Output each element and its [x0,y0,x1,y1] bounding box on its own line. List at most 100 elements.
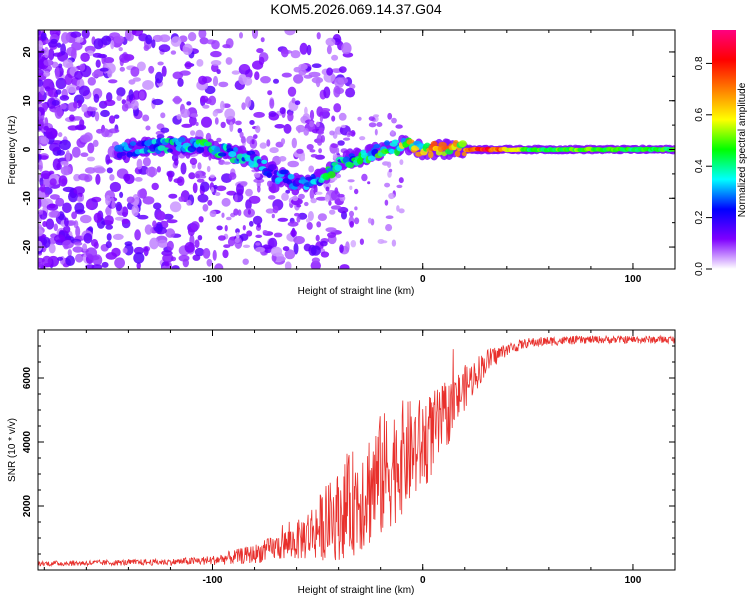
spectral-cell [212,249,217,261]
spectral-cell [308,71,321,78]
spectral-cell [67,249,72,257]
spectral-cell [335,173,342,179]
spectral-cell [187,31,197,42]
spectral-cell [44,117,49,129]
spectral-cell [178,136,186,143]
spectral-cell [66,46,77,57]
spectral-cell [338,66,347,73]
spectral-cell [256,48,264,54]
spectral-cell [162,213,174,220]
spectral-cell [273,232,283,238]
spectral-cell [235,231,240,239]
spectral-cell [110,40,115,50]
spectral-cell [194,239,200,248]
spectral-cell [56,149,65,156]
snr-panel: -100 0 100 2000 4000 6000 Height of straight… [7,329,676,596]
spectrogram-yticks: -20 -10 0 10 20 [22,46,675,254]
spectral-cell [324,194,330,202]
spectral-cell [164,261,170,267]
spectral-cell [40,183,46,193]
spectral-cell [119,151,127,156]
spectral-cell [260,76,271,84]
spectral-cell [87,142,95,154]
spectral-cell [200,181,210,192]
spectral-cell [292,195,299,202]
spectral-cell [303,243,312,252]
spectral-cell [87,156,95,162]
spectral-cell [71,146,81,158]
spectral-cell [357,116,362,121]
spectral-cell [155,71,163,84]
spectral-cell [186,199,192,206]
spectral-cell [306,221,313,230]
spectral-cell [327,171,336,179]
spectral-cell [170,36,182,47]
spectral-cell [323,71,336,83]
spectral-cell [56,42,62,48]
colorbar-bar [712,30,736,269]
y-tick-label: 4000 [22,430,33,453]
spectral-cell [43,125,49,131]
spectral-cell [80,214,92,224]
spectral-cell [200,95,209,103]
spectral-cell [240,64,250,71]
spectral-cell [253,134,258,140]
spectrogram-xticks: -100 0 100 [43,30,676,285]
spectral-cell [202,248,211,259]
spectral-cell [184,242,195,253]
spectral-cell [296,216,301,223]
spectral-cell [57,256,64,261]
spectral-cell [80,52,90,62]
spectral-cell [237,209,242,216]
spectral-cell [281,72,292,78]
spectral-cell [212,110,218,117]
spectral-cell [80,152,89,157]
spectral-cell [388,192,395,200]
spectral-cell [40,170,52,180]
spectral-cell [169,201,182,213]
spectral-cell [38,136,41,146]
spectral-cell [190,113,198,118]
spectral-cell [265,208,275,214]
figure-title: KOM5.2026.069.14.37.G04 [270,1,441,17]
spectral-cell [160,127,170,133]
spectral-cell [215,266,222,269]
spectral-cell [228,172,237,180]
spectral-cell [268,111,277,117]
spectral-cell [354,206,358,211]
spectral-cell [104,99,116,107]
spectral-cell [59,139,71,151]
spectral-cell [181,123,193,128]
spectral-cell [167,148,173,153]
spectral-cell [43,237,51,248]
spectral-cell [218,235,226,241]
spectral-cell [298,68,307,76]
spectral-cell [114,257,125,269]
spectral-cell [101,35,112,46]
spectral-cell [99,67,109,72]
spectral-cell [106,92,113,102]
spectral-cell [359,136,366,141]
spectral-cell [52,158,61,171]
spectral-cell [211,40,220,50]
spectral-cell [111,200,116,209]
snr-xlabel: Height of straight line (km) [298,585,415,596]
spectral-cell [165,228,176,238]
snr-ylabel: SNR (10 * v/v) [7,418,18,482]
spectral-cell [266,139,271,147]
spectral-cell [113,35,125,44]
spectral-cell [212,184,218,189]
spectral-cell [253,178,265,184]
spectral-cell [225,57,233,65]
spectral-cell [55,89,62,95]
spectral-cell [349,210,354,218]
spectral-cell [296,148,304,154]
spectral-cell [255,234,263,238]
spectral-cell [82,243,88,252]
spectral-cell [161,265,173,269]
spectral-cell [334,164,343,171]
spectral-cell [274,256,286,262]
spectral-cell [54,234,66,243]
spectral-cell [255,246,266,253]
spectral-cell [196,178,205,183]
